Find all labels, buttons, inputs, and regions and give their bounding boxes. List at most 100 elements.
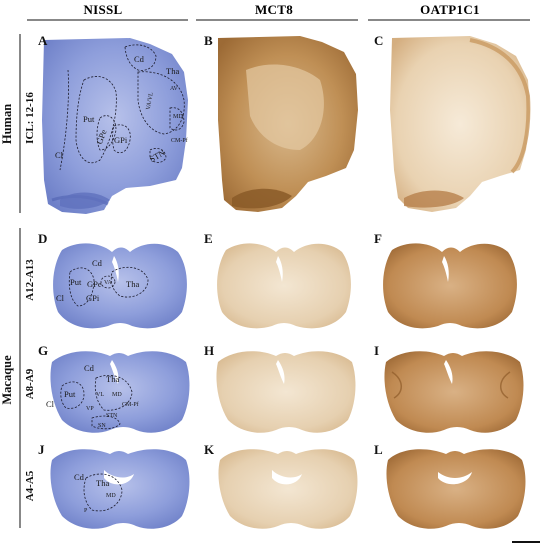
panel-j-ventricle [104, 470, 134, 485]
panel-i-tissue [384, 351, 524, 433]
panel-c-hippocampus [404, 190, 464, 208]
panel-a-region-tha: Tha [166, 66, 179, 76]
panel-e-ventricle [276, 256, 283, 282]
panel-f-letter: F [374, 231, 382, 246]
panel-b-letter: B [204, 33, 213, 48]
panel-g-region-sn: SN [98, 423, 106, 429]
panel-a-outline-md [169, 107, 185, 131]
panel-j-region-p: P [84, 508, 88, 514]
panel-g-region-md: MD [112, 392, 122, 398]
panel-g-outline-put [60, 381, 85, 409]
panel-a-outline-cl [59, 69, 69, 171]
row-label-a12-a13: A12-A13 [24, 259, 36, 301]
panel-k-tissue [218, 449, 358, 529]
panel-a-outline-gpi [112, 124, 131, 154]
panel-g-letter: G [38, 343, 48, 358]
panel-l-tissue [386, 449, 526, 529]
panel-g-ventricle [110, 360, 119, 384]
panel-j-letter: J [38, 442, 45, 457]
panel-h-tissue [216, 351, 356, 433]
panel-j-region-md: MD [106, 493, 116, 499]
panel-g-region-tha: Tha [106, 374, 119, 384]
panel-c: C [374, 33, 531, 212]
panel-a-region-av: AV [170, 86, 179, 92]
panel-g-outline-tha [94, 375, 133, 411]
panel-a-outline-gpe [96, 115, 117, 151]
panel-d-region-gpi: GPi [86, 293, 100, 303]
panel-a-outline-put [75, 76, 117, 164]
panel-a-letter: A [38, 33, 48, 48]
column-headers: NISSL MCT8 OATP1C1 [27, 2, 530, 21]
panel-b-hippocampus [232, 188, 292, 209]
panel-a-region-cmpf: CM-Pf [171, 137, 188, 144]
panel-g-region-stn: STN [106, 413, 118, 419]
panel-a-region-cl: Cl [55, 150, 64, 160]
panel-g-region-cl: Cl [46, 399, 55, 409]
panel-g-outline-sn [91, 415, 121, 430]
panel-g-region-put: Put [64, 389, 76, 399]
panel-i-ventricle [444, 360, 453, 384]
panel-d-region-gpe: GPe [87, 279, 102, 289]
panel-j-tissue [50, 449, 190, 529]
panel-a-region-gpi: GPi [114, 135, 128, 145]
group-label-human: Human [0, 104, 14, 144]
panel-l-letter: L [374, 442, 383, 457]
panel-l: L [374, 442, 526, 529]
column-header-oatp1c1: OATP1C1 [420, 2, 480, 17]
panel-i: I [374, 343, 524, 433]
panel-j-region-tha: Tha [96, 478, 109, 488]
panel-a-hippocampus [60, 192, 110, 209]
panel-d-letter: D [38, 231, 47, 246]
panel-g-region-cmpf: CM-Pf [122, 401, 139, 408]
panel-d-tissue [53, 243, 187, 329]
panel-a-region-md: MD [173, 114, 183, 120]
panel-a-region-cd: Cd [134, 54, 145, 64]
panel-e: E [204, 231, 351, 329]
panel-j-region-cd: Cd [74, 472, 85, 482]
panel-g-region-cd: Cd [84, 363, 95, 373]
panel-f-tissue [383, 243, 517, 329]
panel-d-region-cl: Cl [56, 293, 65, 303]
panel-f-ventricle [442, 256, 449, 282]
panel-d-ventricle [112, 256, 119, 282]
panel-d-outline-put [68, 267, 95, 307]
panel-j: J Cd Tha MD P [38, 442, 190, 529]
panel-c-letter: C [374, 33, 383, 48]
panel-i-letter: I [374, 343, 379, 358]
row-labels: Human ICL: 12-16 Macaque A12-A13 A8-A9 A… [0, 34, 36, 528]
panel-l-ventricle [438, 472, 472, 485]
panel-g-tissue [50, 351, 190, 433]
panel-d-outline-va [100, 275, 116, 289]
panel-k-ventricle [272, 470, 302, 485]
panel-e-tissue [217, 243, 351, 329]
panel-b-white-matter [246, 64, 324, 150]
panel-a-outline-cd [124, 44, 157, 71]
panel-d: D Cd Put GPe VA Tha GPi Cl [38, 231, 187, 329]
column-header-mct8: MCT8 [255, 2, 293, 17]
row-label-a4-a5: A4-A5 [24, 470, 36, 501]
panel-a-region-vavl: VA/VL [146, 92, 155, 111]
panel-c-tissue [390, 36, 530, 212]
panel-d-region-va: VA [104, 280, 113, 286]
panel-i-cortex-folds [391, 371, 511, 399]
panel-d-region-put: Put [70, 277, 82, 287]
panel-h-ventricle [276, 360, 285, 384]
panel-b: B [204, 33, 358, 212]
panel-a: A Cd Tha AV VA/VL MD Put GPe GPi CM-Pf C… [38, 33, 188, 214]
panel-g-region-vl: VL [96, 392, 104, 398]
panel-d-region-tha: Tha [126, 279, 139, 289]
panel-h: H [204, 343, 356, 433]
panel-k-letter: K [204, 442, 215, 457]
row-label-icl: ICL: 12-16 [24, 92, 36, 144]
panel-f: F [374, 231, 517, 329]
column-header-nissl: NISSL [83, 2, 122, 17]
panel-d-region-cd: Cd [92, 258, 103, 268]
panel-k: K [204, 442, 358, 529]
panel-g: G Cd Tha VL MD Put VP CM-Pf STN SN Cl [38, 343, 190, 433]
panel-d-outline-tha [110, 266, 149, 298]
panel-c-cortex-rim [469, 38, 531, 174]
panel-a-region-gpe: GPe [94, 128, 108, 145]
panel-h-letter: H [204, 343, 214, 358]
panel-e-letter: E [204, 231, 213, 246]
